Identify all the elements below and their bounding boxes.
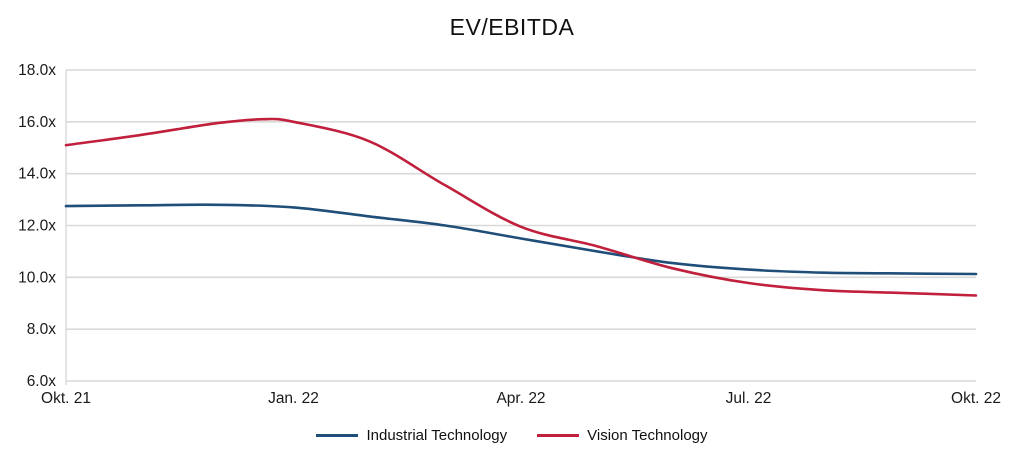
legend-label-industrial-technology: Industrial Technology	[366, 427, 508, 444]
legend-line-vision-icon	[537, 434, 580, 437]
y-axis-tick-label: 6.0x	[27, 373, 57, 390]
x-axis-tick-label: Okt. 22	[951, 390, 1001, 407]
legend-item-vision-technology: Vision Technology	[537, 427, 708, 444]
chart-legend: Industrial Technology Vision Technology	[0, 427, 1024, 444]
series-line-vision-technology	[64, 117, 978, 297]
y-axis-tick-label: 14.0x	[18, 166, 56, 183]
legend-item-industrial-technology: Industrial Technology	[316, 427, 507, 444]
y-axis-tick-label: 12.0x	[18, 218, 56, 235]
x-axis-tick-label: Apr. 22	[496, 390, 545, 407]
legend-label-vision-technology: Vision Technology	[587, 427, 708, 444]
x-axis-tick-label: Okt. 21	[41, 390, 91, 407]
y-axis-tick-label: 8.0x	[27, 321, 57, 338]
y-axis-tick-label: 10.0x	[18, 269, 56, 286]
chart-title: EV/EBITDA	[449, 14, 575, 40]
y-axis-tick-label: 18.0x	[18, 62, 56, 79]
y-axis-tick-label: 16.0x	[18, 114, 56, 131]
x-axis-tick-label: Jul. 22	[726, 390, 772, 407]
series-line-industrial-technology	[64, 203, 978, 276]
x-axis-tick-label: Jan. 22	[268, 390, 319, 407]
legend-line-industrial-icon	[316, 434, 359, 437]
